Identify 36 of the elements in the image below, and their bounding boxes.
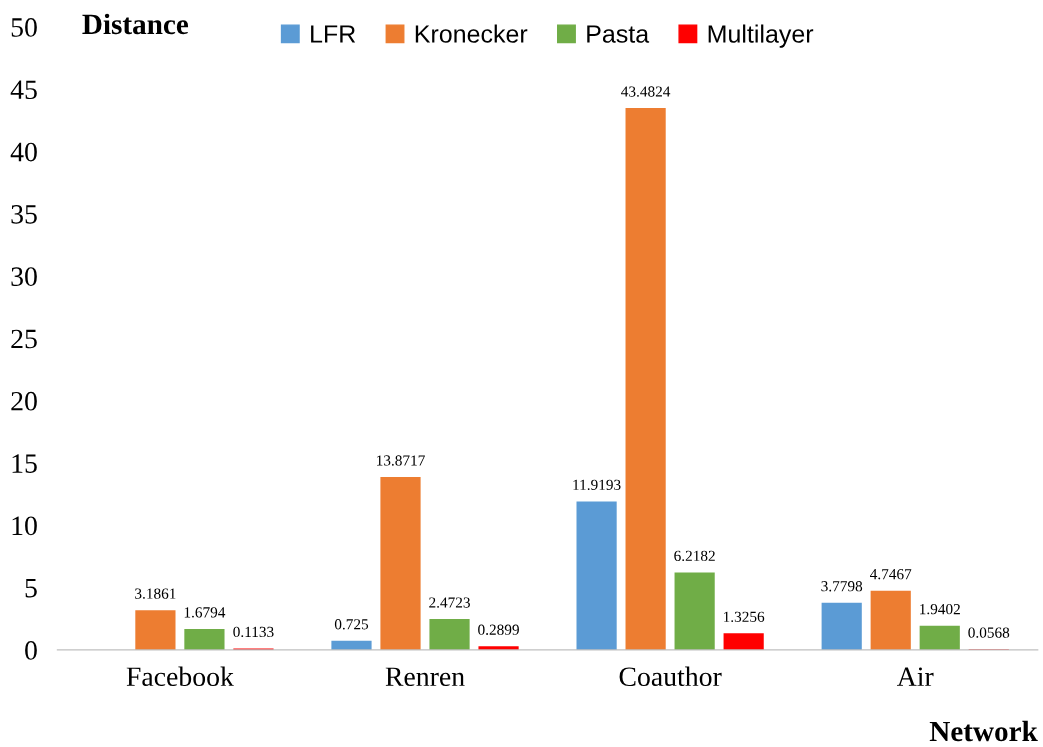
y-tick-label: 15 [12, 454, 37, 473]
legend-label: Kronecker [415, 24, 528, 43]
y-tick-label: 35 [11, 205, 37, 224]
data-label: 0.1133 [233, 626, 274, 638]
y-tick-label: 25 [11, 329, 37, 349]
y-tick-label: 20 [11, 391, 37, 411]
y-tick-label: 0 [25, 641, 37, 660]
data-label: 1.3256 [724, 611, 765, 622]
data-label: 13.8717 [377, 455, 425, 466]
x-tick-label: Coauthor [619, 666, 722, 687]
y-tick-label: 10 [12, 516, 37, 536]
data-label: 4.7467 [870, 569, 912, 580]
y-axis-title: Distance [82, 13, 189, 35]
legend-label: LFR [311, 25, 356, 43]
data-label: 3.1861 [135, 588, 176, 599]
legend-label: Pasta [587, 25, 650, 43]
data-label: 1.9402 [920, 603, 960, 615]
data-label: 2.4723 [429, 597, 470, 608]
y-tick-label: 50 [11, 18, 37, 37]
y-tick-label: 45 [10, 80, 37, 100]
data-label: 1.6794 [184, 607, 226, 618]
legend-label: Multilayer [708, 24, 814, 48]
x-tick-label: Facebook [126, 666, 234, 687]
data-label: 6.2182 [674, 550, 715, 562]
data-label: 11.9193 [573, 479, 621, 491]
data-label: 3.7798 [821, 581, 863, 592]
data-label: 43.4824 [621, 86, 671, 97]
data-label: 0.2899 [478, 624, 519, 635]
y-tick-label: 30 [11, 267, 37, 286]
x-tick-label: Air [896, 667, 934, 686]
x-axis-title: Network [929, 720, 1038, 742]
data-label: 0.725 [334, 619, 369, 630]
x-tick-label: Renren [385, 667, 465, 687]
data-label: 0.0568 [968, 627, 1010, 638]
y-tick-label: 5 [25, 579, 37, 598]
y-tick-label: 40 [10, 142, 37, 162]
